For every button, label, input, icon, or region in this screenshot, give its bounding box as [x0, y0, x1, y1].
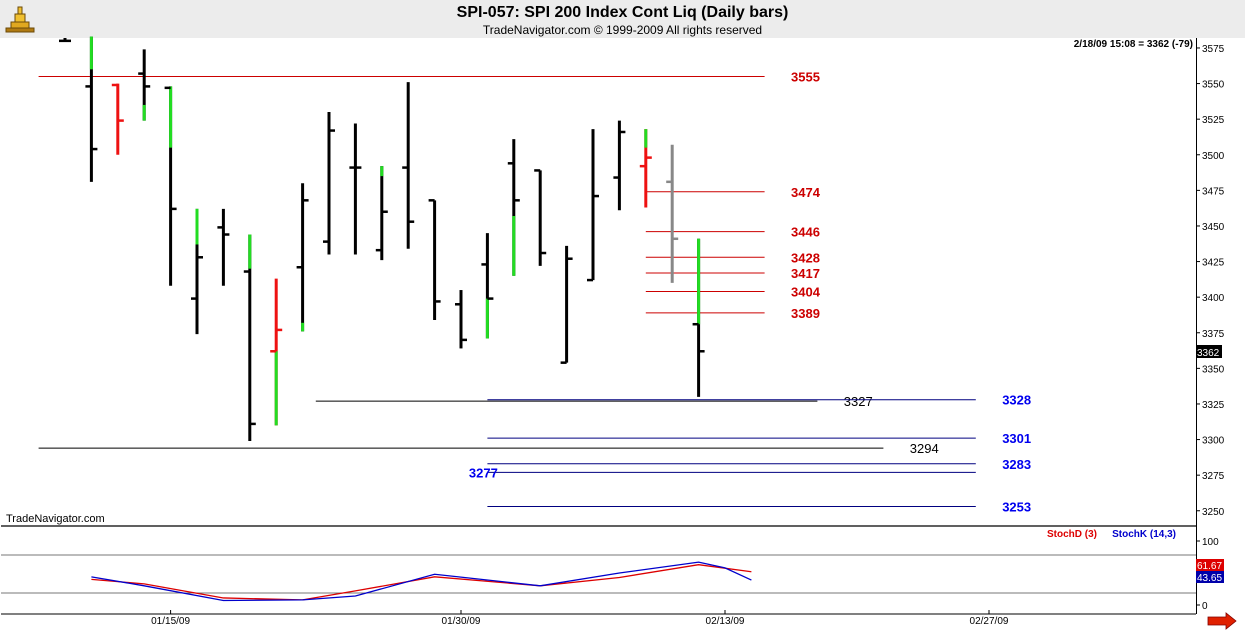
price-bar: [85, 36, 98, 182]
price-bar: [349, 123, 362, 255]
stochk-line: [91, 561, 752, 602]
price-bar: [111, 83, 124, 155]
date-tick-label: 01/30/09: [442, 616, 481, 627]
price-tick-label: 3325: [1202, 400, 1225, 411]
price-bar: [243, 234, 256, 441]
stochk-readout: 43.65: [1197, 573, 1222, 584]
price-tick-label: 3375: [1202, 329, 1225, 340]
stochd-line: [91, 564, 752, 601]
level-label-3283: 3283: [1002, 457, 1031, 472]
price-bar: [455, 290, 467, 349]
price-bar: [534, 169, 547, 266]
price-bar: [402, 82, 415, 249]
price-bar: [375, 166, 388, 261]
level-label-3277: 3277: [469, 465, 498, 480]
price-bar: [296, 183, 309, 332]
date-axis-labels: 01/15/09 01/30/09 02/13/09 02/27/09: [151, 610, 1009, 627]
price-bar: [191, 208, 203, 335]
price-panel: [1, 38, 1196, 525]
price-tick-label: 3275: [1202, 471, 1225, 482]
price-bar: [59, 38, 71, 43]
price-tick-label: 3500: [1202, 151, 1225, 162]
stochd-readout: 61.67: [1197, 561, 1222, 572]
price-bar: [428, 199, 441, 320]
price-bar: [560, 245, 573, 364]
legend-stochk: StochK (14,3): [1112, 529, 1176, 540]
level-label-3404: 3404: [791, 284, 821, 299]
stochastic-lines: [91, 561, 752, 602]
last-price-label: 3362: [1197, 348, 1220, 359]
price-tick-label: 3350: [1202, 364, 1225, 375]
price-bar: [481, 233, 494, 339]
navigator-logo-icon[interactable]: [4, 4, 36, 34]
date-tick-label: 02/13/09: [706, 616, 745, 627]
price-tick-label: 3300: [1202, 436, 1225, 447]
stoch-panel: [1, 527, 1196, 614]
price-bar: [666, 144, 679, 283]
chart-title: SPI-057: SPI 200 Index Cont Liq (Daily b…: [456, 4, 789, 21]
price-bar: [507, 139, 520, 276]
date-tick-label: 01/15/09: [151, 616, 190, 627]
price-tick-label: 3450: [1202, 222, 1225, 233]
price-bar: [270, 278, 283, 426]
price-bar: [639, 129, 652, 208]
level-label-3474: 3474: [791, 185, 821, 200]
price-bar: [587, 129, 599, 282]
watermark: TradeNavigator.com: [6, 513, 105, 525]
price-bar: [323, 112, 335, 255]
price-tick-label: 3400: [1202, 293, 1225, 304]
level-label-3253: 3253: [1002, 499, 1031, 514]
last-price-badge: [1196, 345, 1222, 358]
level-label-3417: 3417: [791, 266, 820, 281]
level-label-3446: 3446: [791, 225, 820, 240]
level-label-3428: 3428: [791, 250, 820, 265]
copyright-notice: TradeNavigator.com © 1999-2009 All right…: [482, 23, 763, 37]
price-bar: [138, 49, 151, 121]
level-label-3327: 3327: [844, 394, 873, 409]
level-label-3301: 3301: [1002, 431, 1031, 446]
arrow-right-icon[interactable]: [1205, 612, 1237, 630]
level-label-3328: 3328: [1002, 393, 1031, 408]
price-tick-label: 3550: [1202, 80, 1225, 91]
chart-header: SPI-057: SPI 200 Index Cont Liq (Daily b…: [0, 0, 1245, 38]
status-readout: 2/18/09 15:08 = 3362 (-79): [1074, 39, 1193, 50]
price-bars: [59, 36, 705, 441]
stochk-readout-badge: [1196, 571, 1224, 583]
price-tick-label: 3525: [1202, 115, 1225, 126]
level-label-3555: 3555: [791, 69, 820, 84]
level-label-3294: 3294: [910, 441, 939, 456]
level-label-3389: 3389: [791, 306, 820, 321]
legend-stochd: StochD (3): [1047, 529, 1097, 540]
stochd-readout-badge: [1196, 559, 1224, 571]
price-tick-label: 3250: [1202, 507, 1225, 518]
price-bar: [692, 238, 705, 397]
price-bar: [217, 208, 230, 286]
date-tick-label: 02/27/09: [970, 616, 1009, 627]
stoch-tick-label: 100: [1202, 537, 1219, 548]
price-tick-label: 3475: [1202, 186, 1225, 197]
price-tick-label: 3425: [1202, 258, 1225, 269]
stoch-tick-label: 0: [1202, 601, 1208, 612]
price-bar: [613, 120, 626, 211]
price-tick-label: 3575: [1202, 44, 1225, 55]
stoch-axis-ticks: 100 0: [1196, 537, 1219, 612]
price-axis-ticks: 3575 3550 3525 3500 3475 3450 3425 3400 3375 3350…: [1196, 44, 1225, 518]
price-bar: [164, 86, 177, 286]
